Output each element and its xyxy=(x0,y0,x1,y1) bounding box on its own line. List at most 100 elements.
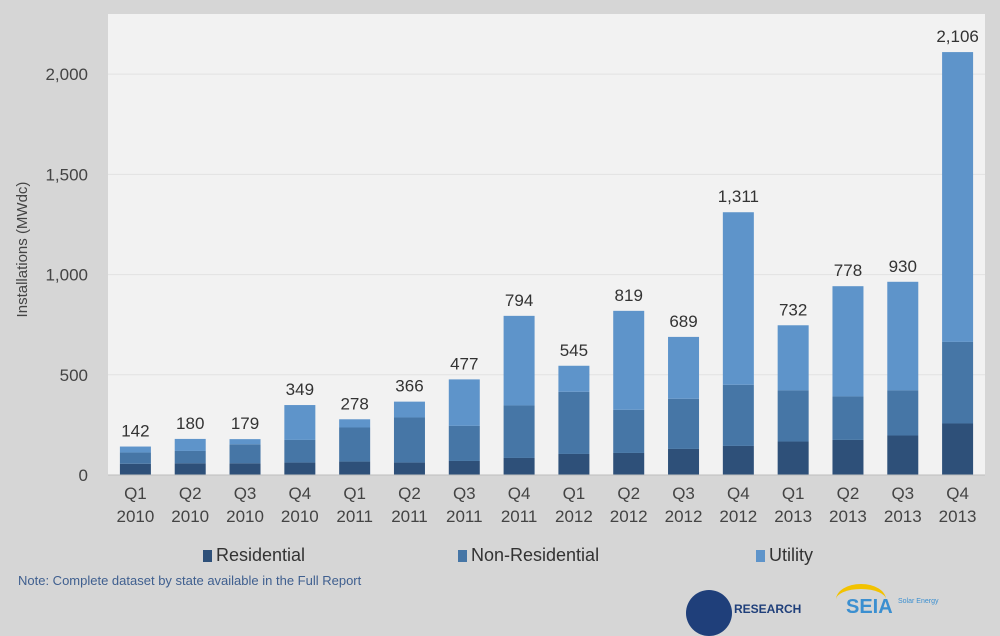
x-tick-label-year: 2013 xyxy=(939,507,977,526)
total-data-label: 349 xyxy=(286,380,314,399)
total-data-label: 819 xyxy=(615,286,643,305)
bar-segment-non-residential xyxy=(119,452,151,464)
bar-segment-utility xyxy=(668,336,700,399)
x-tick-label-quarter: Q2 xyxy=(179,484,202,503)
bar-segment-residential xyxy=(668,448,700,475)
bar-segment-utility xyxy=(284,405,316,440)
y-tick-label: 2,000 xyxy=(45,65,88,84)
x-tick-label-quarter: Q1 xyxy=(124,484,147,503)
bar-segment-utility xyxy=(942,52,974,342)
footnote: Note: Complete dataset by state availabl… xyxy=(18,573,362,588)
x-tick-label-year: 2011 xyxy=(446,507,483,526)
bar-segment-residential xyxy=(777,441,809,475)
x-tick-label-year: 2010 xyxy=(226,507,264,526)
bar-segment-utility xyxy=(229,439,261,445)
x-tick-label-quarter: Q2 xyxy=(617,484,640,503)
x-tick-label-quarter: Q3 xyxy=(453,484,476,503)
bar-segment-non-residential xyxy=(722,384,754,446)
chart-container: 0 500 1,000 1,500 2,000 Installations (MWdc) 1… xyxy=(14,14,985,636)
x-tick-label-quarter: Q4 xyxy=(946,484,969,503)
total-data-label: 142 xyxy=(121,422,149,441)
total-data-label: 794 xyxy=(505,291,533,310)
total-data-label: 180 xyxy=(176,414,204,433)
x-tick-label-quarter: Q4 xyxy=(508,484,531,503)
legend-swatch xyxy=(203,549,212,562)
bar-segment-residential xyxy=(339,461,371,475)
legend-swatch xyxy=(458,549,467,562)
legend-swatch xyxy=(756,549,765,562)
bar-segment-residential xyxy=(942,423,974,475)
bar-segment-residential xyxy=(174,463,206,475)
legend-label: Utility xyxy=(769,545,813,565)
total-data-label: 2,106 xyxy=(936,27,979,46)
bar-segment-utility xyxy=(887,281,919,391)
y-tick-label: 1,500 xyxy=(45,165,88,184)
bar-segment-non-residential xyxy=(942,341,974,424)
bar-segment-residential xyxy=(722,445,754,475)
bar-segment-utility xyxy=(722,212,754,385)
bar-segment-non-residential xyxy=(393,417,425,463)
bar-segment-utility xyxy=(613,310,645,410)
bar-segment-residential xyxy=(613,452,645,475)
x-tick-label-quarter: Q4 xyxy=(289,484,312,503)
x-tick-label-year: 2013 xyxy=(774,507,812,526)
legend-item-utility: Utility xyxy=(756,545,813,566)
bar-segment-non-residential xyxy=(558,391,590,454)
bar-segment-residential xyxy=(832,439,864,475)
x-tick-label-year: 2010 xyxy=(171,507,209,526)
bar-segment-non-residential xyxy=(613,409,645,453)
total-data-label: 732 xyxy=(779,300,807,319)
bar-segment-utility xyxy=(448,379,480,426)
legend-label: Non-Residential xyxy=(471,545,600,565)
bar-segment-non-residential xyxy=(777,390,809,442)
x-tick-label-quarter: Q1 xyxy=(563,484,586,503)
bar-segment-residential xyxy=(393,462,425,475)
total-data-label: 1,311 xyxy=(718,187,759,206)
bar-segment-non-residential xyxy=(448,425,480,461)
x-tick-label-quarter: Q3 xyxy=(672,484,695,503)
bar-segment-non-residential xyxy=(284,439,316,463)
x-tick-label-year: 2012 xyxy=(610,507,648,526)
bar-segment-utility xyxy=(503,315,535,406)
x-tick-label-quarter: Q3 xyxy=(234,484,257,503)
x-tick-label-year: 2013 xyxy=(884,507,922,526)
stacked-bar-chart: 0 500 1,000 1,500 2,000 Installations (MWdc) 1… xyxy=(14,14,985,526)
x-tick-label-year: 2012 xyxy=(665,507,703,526)
bar-segment-non-residential xyxy=(339,427,371,462)
x-tick-label-year: 2010 xyxy=(281,507,319,526)
bar-segment-utility xyxy=(119,446,151,453)
total-data-label: 179 xyxy=(231,414,259,433)
x-tick-label-quarter: Q2 xyxy=(398,484,421,503)
bar-segment-non-residential xyxy=(832,396,864,440)
bar-segment-non-residential xyxy=(887,390,919,436)
bar-segment-residential xyxy=(887,435,919,475)
legend-item-non-residential: Non-Residential xyxy=(458,545,599,566)
bar-segment-residential xyxy=(229,463,261,475)
bar-segment-non-residential xyxy=(174,450,206,464)
x-tick-label-year: 2011 xyxy=(336,507,373,526)
bar-segment-residential xyxy=(448,460,480,475)
total-data-label: 778 xyxy=(834,261,862,280)
bar-segment-residential xyxy=(503,457,535,475)
bar-segment-residential xyxy=(119,463,151,475)
legend-item-residential: Residential xyxy=(203,545,305,566)
bar-segment-utility xyxy=(393,401,425,418)
x-tick-label-year: 2013 xyxy=(829,507,867,526)
y-tick-label: 500 xyxy=(60,366,88,385)
y-tick-label: 0 xyxy=(79,466,88,485)
x-tick-label-year: 2012 xyxy=(719,507,757,526)
seia-tagline: Solar Energy xyxy=(898,598,939,605)
total-data-label: 930 xyxy=(889,257,917,276)
total-data-label: 366 xyxy=(395,377,423,396)
x-tick-label-quarter: Q1 xyxy=(343,484,366,503)
total-data-label: 477 xyxy=(450,354,478,373)
bar-segment-utility xyxy=(174,438,206,451)
x-tick-label-quarter: Q3 xyxy=(891,484,914,503)
x-tick-label-year: 2012 xyxy=(555,507,593,526)
x-tick-label-year: 2011 xyxy=(501,507,538,526)
x-tick-label-year: 2011 xyxy=(391,507,428,526)
bar-segment-utility xyxy=(777,325,809,391)
bar-segment-non-residential xyxy=(668,398,700,449)
bar-segment-non-residential xyxy=(503,405,535,458)
bar-segment-residential xyxy=(284,462,316,475)
